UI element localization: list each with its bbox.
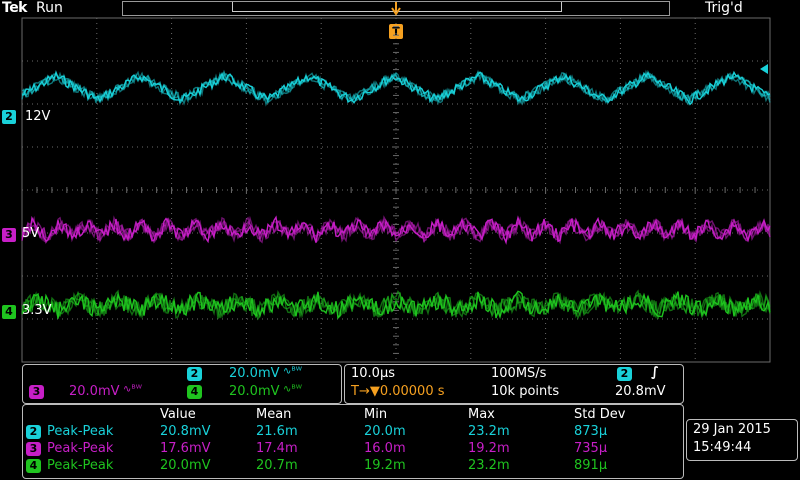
measurement-row[interactable]: 2 Peak-Peak 20.8mV 21.6m 20.0m 23.2m 873µ <box>26 423 664 440</box>
acquisition-state: Run <box>36 0 63 16</box>
meas-max: 23.2m <box>468 424 510 439</box>
meas-type: Peak-Peak <box>47 424 114 439</box>
ch3-scale: 20.0mV <box>69 384 120 399</box>
horizontal-scale: 10.0µs <box>351 366 395 381</box>
ch3-label: 5V <box>22 226 40 241</box>
ch3-waveform <box>21 215 771 245</box>
measurement-table: Value Mean Min Max Std Dev 2 Peak-Peak 20… <box>26 406 664 474</box>
measurement-panel[interactable] <box>22 404 684 479</box>
ch2-scale-num: 2 <box>190 367 199 380</box>
header-min: Min <box>364 407 388 422</box>
ch2-scale: 20.0mV <box>229 366 280 381</box>
sample-rate: 100MS/s <box>491 366 547 381</box>
meas-max: 19.2m <box>468 441 510 456</box>
meas-mean: 20.7m <box>256 458 298 473</box>
trigger-level-arrow-icon[interactable] <box>758 60 770 79</box>
record-length: 10k points <box>491 384 560 399</box>
meas-std-dev: 873µ <box>574 424 608 439</box>
ch3-marker[interactable]: 3 <box>2 228 16 242</box>
meas-mean: 17.4m <box>256 441 298 456</box>
header-mean: Mean <box>256 407 292 422</box>
meas-max: 23.2m <box>468 458 510 473</box>
trigger-slope-icon: ∫ <box>651 365 659 380</box>
ch2-waveform <box>21 69 771 106</box>
header-std-dev: Std Dev <box>574 407 626 422</box>
ch3-coupling-icon: ∿ᴮᵂ <box>123 384 142 395</box>
measurement-row[interactable]: 4 Peak-Peak 20.0mV 20.7m 19.2m 23.2m 891µ <box>26 457 664 474</box>
graticule <box>21 17 771 363</box>
ch4-scale-badge: 4 <box>187 385 202 399</box>
waveforms <box>21 69 771 321</box>
meas-channel-badge: 4 <box>26 459 41 473</box>
meas-std-dev: 891µ <box>574 458 608 473</box>
trigger-source-num: 2 <box>620 367 629 380</box>
ch4-marker-num: 4 <box>5 305 13 318</box>
trigger-position: T→▼0.00000 s <box>351 384 445 399</box>
measurement-row[interactable]: 3 Peak-Peak 17.6mV 17.4m 16.0m 19.2m 735µ <box>26 440 664 457</box>
header-value: Value <box>160 407 196 422</box>
meas-channel-badge: 2 <box>26 425 41 439</box>
meas-min: 19.2m <box>364 458 406 473</box>
ch2-marker-num: 2 <box>5 110 13 123</box>
brand-logo: Tek <box>2 0 28 16</box>
date: 29 Jan 2015 <box>693 422 771 437</box>
ch2-marker[interactable]: 2 <box>2 110 16 124</box>
trigger-marker[interactable]: T <box>389 24 403 39</box>
horizontal-trigger-readout[interactable]: 10.0µs 100MS/s 2 ∫ T→▼0.00000 s 10k poin… <box>344 364 684 404</box>
ch3-scale-badge: 3 <box>29 385 44 399</box>
datetime-readout: 29 Jan 2015 15:49:44 <box>686 419 798 461</box>
meas-std-dev: 735µ <box>574 441 608 456</box>
meas-min: 20.0m <box>364 424 406 439</box>
ch2-waveform <box>21 69 771 107</box>
trigger-source-badge: 2 <box>617 367 632 381</box>
meas-mean: 21.6m <box>256 424 298 439</box>
ch2-scale-badge: 2 <box>187 367 202 381</box>
meas-value: 20.8mV <box>160 424 211 439</box>
vertical-scale-readout[interactable]: 2 20.0mV ∿ᴮᵂ 3 20.0mV ∿ᴮᵂ 4 20.0mV ∿ᴮᵂ <box>22 364 342 404</box>
ch2-label: 12V <box>25 109 51 124</box>
ch3-scale-num: 3 <box>32 385 41 398</box>
ch4-scale-num: 4 <box>190 385 199 398</box>
ch4-coupling-icon: ∿ᴮᵂ <box>283 384 302 395</box>
measurement-header-row: Value Mean Min Max Std Dev <box>26 406 664 423</box>
meas-value: 20.0mV <box>160 458 211 473</box>
ch3-marker-num: 3 <box>5 228 13 241</box>
meas-type: Peak-Peak <box>47 441 114 456</box>
time: 15:49:44 <box>693 440 752 455</box>
trigger-position-arrow-icon[interactable] <box>391 2 401 20</box>
ch4-marker[interactable]: 4 <box>2 305 16 319</box>
ch2-coupling-icon: ∿ᴮᵂ <box>283 366 302 377</box>
meas-min: 16.0m <box>364 441 406 456</box>
ch4-waveform <box>21 290 771 320</box>
trigger-level: 20.8mV <box>615 384 666 399</box>
ch4-label: 3.3V <box>22 303 52 318</box>
trigger-status: Trig'd <box>705 0 743 16</box>
ch4-scale: 20.0mV <box>229 384 280 399</box>
meas-type: Peak-Peak <box>47 458 114 473</box>
meas-channel-badge: 3 <box>26 442 41 456</box>
meas-value: 17.6mV <box>160 441 211 456</box>
trigger-marker-label: T <box>392 25 400 38</box>
header-max: Max <box>468 407 495 422</box>
